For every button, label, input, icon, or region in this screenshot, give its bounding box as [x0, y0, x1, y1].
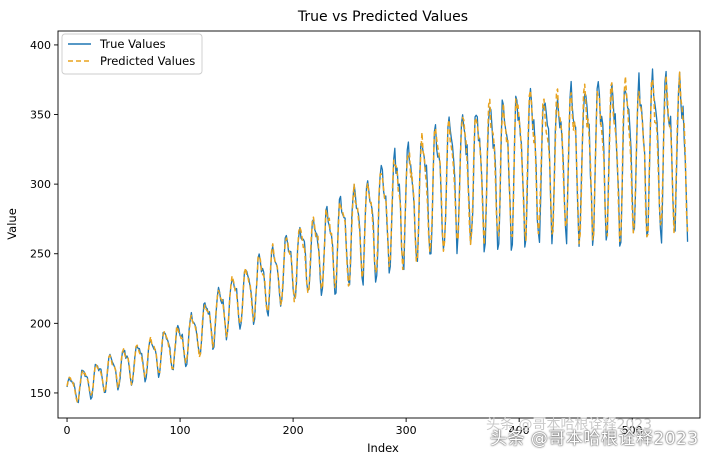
y-tick-label: 250	[30, 248, 51, 261]
plot-area	[57, 30, 701, 419]
x-tick-label: 200	[283, 424, 304, 437]
watermark-back-text: 头条 @哥本哈根诠释2023	[486, 417, 653, 433]
x-tick-label: 500	[622, 424, 643, 437]
x-tick-label: 400	[509, 424, 530, 437]
x-tick-label: 0	[64, 424, 71, 437]
x-tick-label: 100	[170, 424, 191, 437]
axes-frame	[57, 30, 701, 419]
legend-label-true: True Values	[99, 37, 166, 51]
legend-label-predicted: Predicted Values	[100, 54, 195, 68]
y-tick-label: 400	[30, 39, 51, 52]
y-tick-label: 300	[30, 178, 51, 191]
series-predicted-values-line	[66, 71, 689, 403]
y-tick-label: 200	[30, 317, 51, 330]
y-tick-label: 150	[30, 387, 51, 400]
series-layer	[66, 68, 689, 404]
y-axis-label: Value	[5, 208, 19, 240]
y-axis-ticks: 150 200 250 300 350 400	[30, 39, 58, 400]
legend-box	[61, 33, 203, 75]
chart-title: True vs Predicted Values	[297, 9, 468, 25]
y-tick-label: 350	[30, 109, 51, 122]
x-axis-ticks: 0 100 200 300 400 500	[64, 418, 643, 437]
legend: True Values Predicted Values	[61, 33, 203, 75]
x-axis-label: Index	[367, 441, 399, 455]
x-tick-label: 300	[396, 424, 417, 437]
watermark-text: 头条 @哥本哈根诠释2023	[490, 429, 699, 449]
